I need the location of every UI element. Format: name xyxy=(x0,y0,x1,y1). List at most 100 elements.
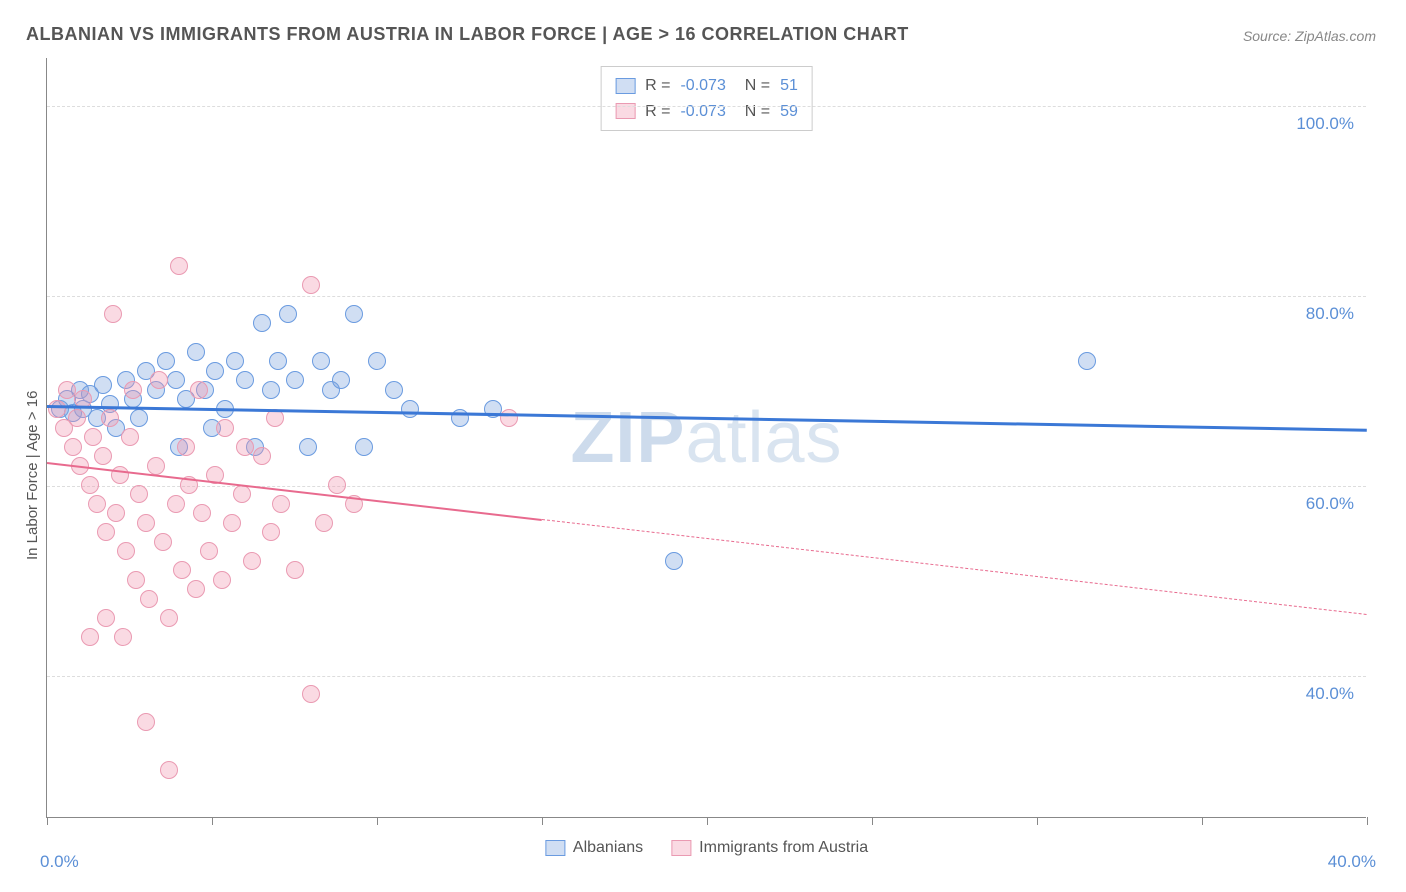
data-point xyxy=(368,352,386,370)
legend-n-value: 59 xyxy=(780,99,798,125)
data-point xyxy=(332,371,350,389)
data-point xyxy=(187,343,205,361)
data-point xyxy=(279,305,297,323)
legend-row: R = -0.073 N = 51 xyxy=(615,73,798,99)
data-point xyxy=(345,305,363,323)
data-point xyxy=(68,409,86,427)
legend-label: Immigrants from Austria xyxy=(699,839,868,857)
data-point xyxy=(130,485,148,503)
data-point xyxy=(312,352,330,370)
data-point xyxy=(167,371,185,389)
y-tick-label: 100.0% xyxy=(1296,114,1354,134)
data-point xyxy=(124,381,142,399)
data-point xyxy=(94,447,112,465)
legend-item: Immigrants from Austria xyxy=(671,839,868,857)
source-label: Source: ZipAtlas.com xyxy=(1243,28,1376,44)
gridline xyxy=(47,296,1366,297)
data-point xyxy=(48,400,66,418)
legend-correlation: R = -0.073 N = 51R = -0.073 N = 59 xyxy=(600,66,813,131)
watermark: ZIPatlas xyxy=(570,397,842,479)
data-point xyxy=(177,438,195,456)
data-point xyxy=(302,276,320,294)
data-point xyxy=(84,428,102,446)
y-tick-label: 80.0% xyxy=(1306,304,1354,324)
data-point xyxy=(160,609,178,627)
data-point xyxy=(193,504,211,522)
data-point xyxy=(101,409,119,427)
trend-line xyxy=(542,519,1367,615)
data-point xyxy=(121,428,139,446)
data-point xyxy=(127,571,145,589)
data-point xyxy=(262,523,280,541)
data-point xyxy=(315,514,333,532)
data-point xyxy=(328,476,346,494)
x-axis-min-label: 0.0% xyxy=(40,852,79,872)
legend-r-label: R = xyxy=(645,99,670,125)
data-point xyxy=(107,504,125,522)
legend-swatch xyxy=(615,78,635,94)
data-point xyxy=(500,409,518,427)
data-point xyxy=(187,580,205,598)
x-tick xyxy=(47,817,48,825)
x-axis-max-label: 40.0% xyxy=(1328,852,1376,872)
data-point xyxy=(114,628,132,646)
data-point xyxy=(157,352,175,370)
legend-label: Albanians xyxy=(573,839,643,857)
data-point xyxy=(190,381,208,399)
data-point xyxy=(58,381,76,399)
data-point xyxy=(170,257,188,275)
data-point xyxy=(104,305,122,323)
legend-r-value: -0.073 xyxy=(680,73,725,99)
data-point xyxy=(236,438,254,456)
data-point xyxy=(1078,352,1096,370)
data-point xyxy=(253,447,271,465)
x-tick xyxy=(542,817,543,825)
trend-line xyxy=(47,405,1367,432)
data-point xyxy=(94,376,112,394)
data-point xyxy=(140,590,158,608)
data-point xyxy=(233,485,251,503)
data-point xyxy=(88,495,106,513)
x-tick xyxy=(707,817,708,825)
data-point xyxy=(154,533,172,551)
x-tick xyxy=(872,817,873,825)
x-tick xyxy=(212,817,213,825)
data-point xyxy=(200,542,218,560)
x-tick xyxy=(1037,817,1038,825)
data-point xyxy=(64,438,82,456)
data-point xyxy=(302,685,320,703)
x-tick xyxy=(1367,817,1368,825)
data-point xyxy=(223,514,241,532)
legend-swatch xyxy=(545,840,565,856)
data-point xyxy=(299,438,317,456)
data-point xyxy=(665,552,683,570)
data-point xyxy=(173,561,191,579)
chart-title: ALBANIAN VS IMMIGRANTS FROM AUSTRIA IN L… xyxy=(26,24,909,45)
data-point xyxy=(150,371,168,389)
x-tick xyxy=(1202,817,1203,825)
data-point xyxy=(216,419,234,437)
data-point xyxy=(130,409,148,427)
data-point xyxy=(253,314,271,332)
legend-r-value: -0.073 xyxy=(680,99,725,125)
data-point xyxy=(81,628,99,646)
data-point xyxy=(167,495,185,513)
y-axis-label: In Labor Force | Age > 16 xyxy=(24,391,41,560)
legend-n-label: N = xyxy=(736,73,770,99)
data-point xyxy=(236,371,254,389)
data-point xyxy=(137,514,155,532)
legend-swatch xyxy=(671,840,691,856)
y-tick-label: 40.0% xyxy=(1306,684,1354,704)
gridline xyxy=(47,106,1366,107)
legend-item: Albanians xyxy=(545,839,643,857)
data-point xyxy=(226,352,244,370)
plot-area: ZIPatlas R = -0.073 N = 51R = -0.073 N =… xyxy=(46,58,1366,818)
legend-row: R = -0.073 N = 59 xyxy=(615,99,798,125)
data-point xyxy=(213,571,231,589)
data-point xyxy=(262,381,280,399)
data-point xyxy=(272,495,290,513)
x-tick xyxy=(377,817,378,825)
y-tick-label: 60.0% xyxy=(1306,494,1354,514)
data-point xyxy=(117,542,135,560)
gridline xyxy=(47,676,1366,677)
